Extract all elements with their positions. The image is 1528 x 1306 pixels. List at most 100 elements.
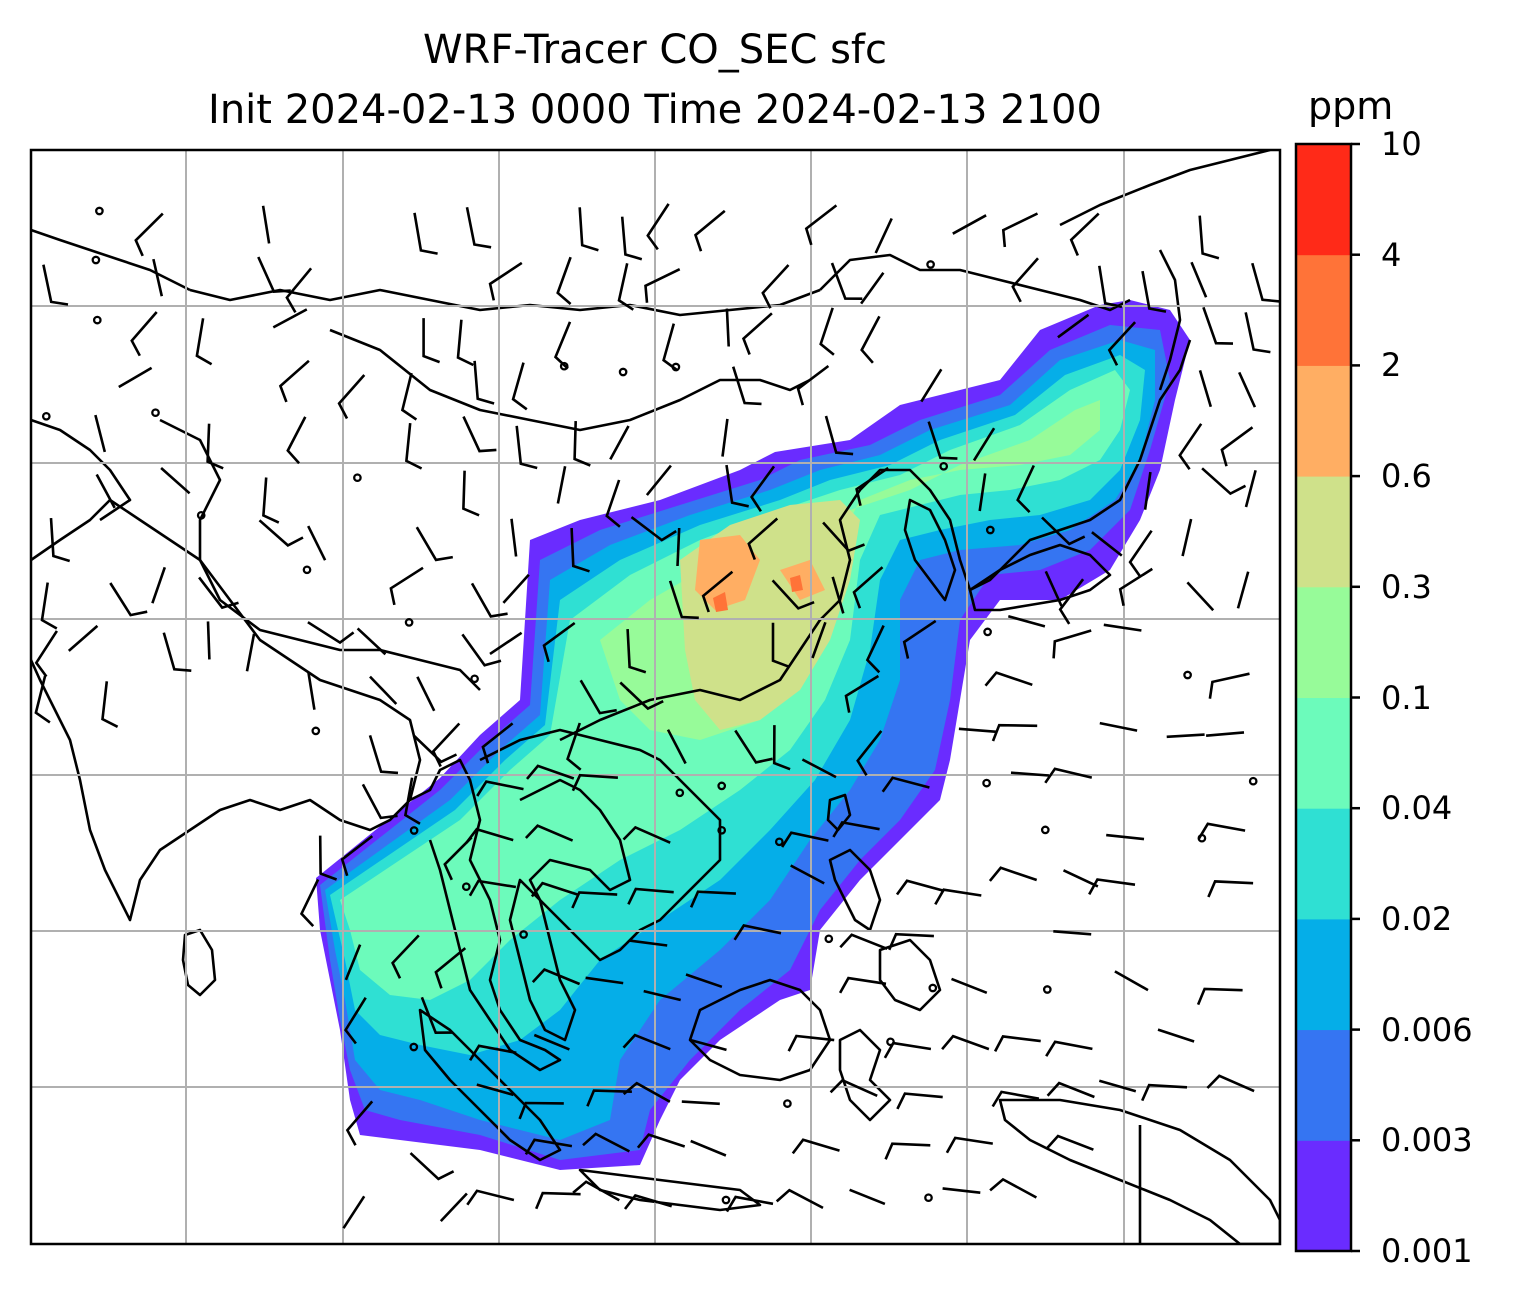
- wind-barb: [531, 968, 581, 986]
- coastline-new-guinea: [998, 1098, 1280, 1244]
- wind-barb: [1107, 321, 1137, 366]
- wind-barb: [307, 525, 327, 561]
- wind-barb: [830, 262, 863, 300]
- wind-barb: [206, 621, 211, 660]
- wind-barb: [344, 944, 362, 981]
- colorbar: [1294, 142, 1360, 1253]
- wind-barb: [556, 465, 567, 504]
- wind-barb: [750, 465, 776, 513]
- wind-barb: [666, 729, 687, 765]
- colorbar-tick-label: 0.003: [1381, 1121, 1473, 1160]
- calm-wind-marker: [928, 983, 938, 993]
- wind-barb: [945, 1136, 993, 1154]
- border-mongolia-china: [329, 328, 811, 432]
- wind-barb: [874, 217, 893, 254]
- colorbar-tick-label: 10: [1381, 125, 1422, 163]
- calm-wind-marker: [717, 781, 727, 791]
- colorbar-tick-label: 2: [1381, 346, 1402, 385]
- wind-barb: [369, 675, 398, 705]
- wind-barb: [533, 1033, 570, 1051]
- colorbar-segment: [1296, 365, 1351, 477]
- wind-barb: [1208, 672, 1250, 699]
- wind-barb: [403, 777, 421, 825]
- colorbar-tick-label: 0.001: [1381, 1232, 1473, 1270]
- wind-barb: [796, 364, 830, 406]
- wind-barb: [461, 633, 502, 667]
- wind-barb: [511, 362, 528, 411]
- wind-barb: [571, 773, 618, 792]
- wind-barb: [361, 783, 398, 820]
- map-title: WRF-Tracer CO_SEC sfc: [422, 27, 888, 73]
- wind-barb: [761, 264, 790, 309]
- wind-barb: [524, 824, 574, 842]
- wind-barb: [130, 311, 158, 357]
- wind-barb: [829, 1078, 878, 1097]
- calm-wind-marker: [470, 674, 479, 684]
- wind-barb: [151, 566, 167, 604]
- wind-barb: [1114, 970, 1149, 992]
- calm-wind-marker: [302, 565, 312, 575]
- wind-barb: [895, 879, 945, 896]
- wind-barb: [415, 526, 454, 562]
- calm-wind-marker: [721, 1195, 731, 1205]
- colorbar-tick-label: 4: [1381, 235, 1402, 274]
- wind-barb: [1198, 370, 1213, 408]
- calm-wind-marker: [717, 825, 727, 835]
- wind-barb: [261, 205, 271, 244]
- colorbar-tick-label: 0.6: [1381, 457, 1432, 496]
- colorbar-tick-label: 0.04: [1381, 789, 1453, 828]
- wind-barb: [643, 989, 682, 1002]
- wind-barb: [152, 258, 164, 297]
- wind-barb: [860, 272, 885, 305]
- coastline-china: [559, 339, 1192, 742]
- wind-barb: [1062, 869, 1099, 888]
- wind-barb: [952, 214, 987, 235]
- wind-barb: [781, 831, 829, 848]
- wind-barb: [409, 1152, 455, 1181]
- wind-barb: [1099, 721, 1138, 732]
- wind-barb: [299, 878, 320, 927]
- wind-barb: [101, 681, 119, 728]
- calm-wind-marker: [95, 206, 104, 216]
- wind-barb: [473, 360, 495, 405]
- wind-barb: [731, 366, 762, 406]
- wind-barb: [855, 466, 889, 506]
- wind-barb: [1201, 467, 1247, 496]
- wind-barb: [1098, 265, 1123, 309]
- calm-wind-marker: [618, 367, 628, 377]
- wind-barb: [1178, 423, 1203, 470]
- wind-barb: [721, 418, 729, 457]
- colorbar-segment: [1296, 918, 1351, 1031]
- wind-barb: [40, 582, 58, 630]
- wind-barb: [819, 307, 835, 356]
- wind-barb: [838, 976, 887, 994]
- wind-barb: [832, 820, 880, 838]
- wind-barb: [1205, 731, 1245, 737]
- wind-barb: [526, 764, 575, 780]
- wind-barb: [844, 674, 880, 713]
- wind-barb: [1236, 571, 1250, 609]
- wind-barb: [620, 216, 643, 261]
- wind-barb: [1186, 581, 1215, 612]
- wind-barb: [245, 633, 256, 672]
- wind-barb: [1202, 306, 1234, 345]
- wind-barb: [1141, 270, 1167, 313]
- coastline-bay-of-bengal-east: [409, 758, 562, 1072]
- wind-barb: [644, 268, 681, 303]
- calm-wind-marker: [559, 361, 569, 371]
- colorbar-tick-label: 0.1: [1381, 678, 1432, 717]
- wind-barb: [582, 1132, 630, 1153]
- wind-barb: [389, 566, 424, 606]
- wind-barb: [824, 415, 854, 456]
- wind-barb: [518, 1101, 564, 1120]
- wind-barb: [530, 881, 580, 898]
- colorbar-tick-label: 0.006: [1381, 1010, 1473, 1049]
- calm-wind-marker: [41, 411, 51, 421]
- wind-barb: [468, 879, 517, 897]
- wind-barb: [586, 1089, 632, 1107]
- calm-wind-marker: [92, 315, 102, 325]
- calm-wind-marker: [985, 525, 995, 535]
- wind-barb: [307, 621, 355, 645]
- wind-barb: [286, 416, 307, 465]
- wind-barb: [775, 1188, 824, 1210]
